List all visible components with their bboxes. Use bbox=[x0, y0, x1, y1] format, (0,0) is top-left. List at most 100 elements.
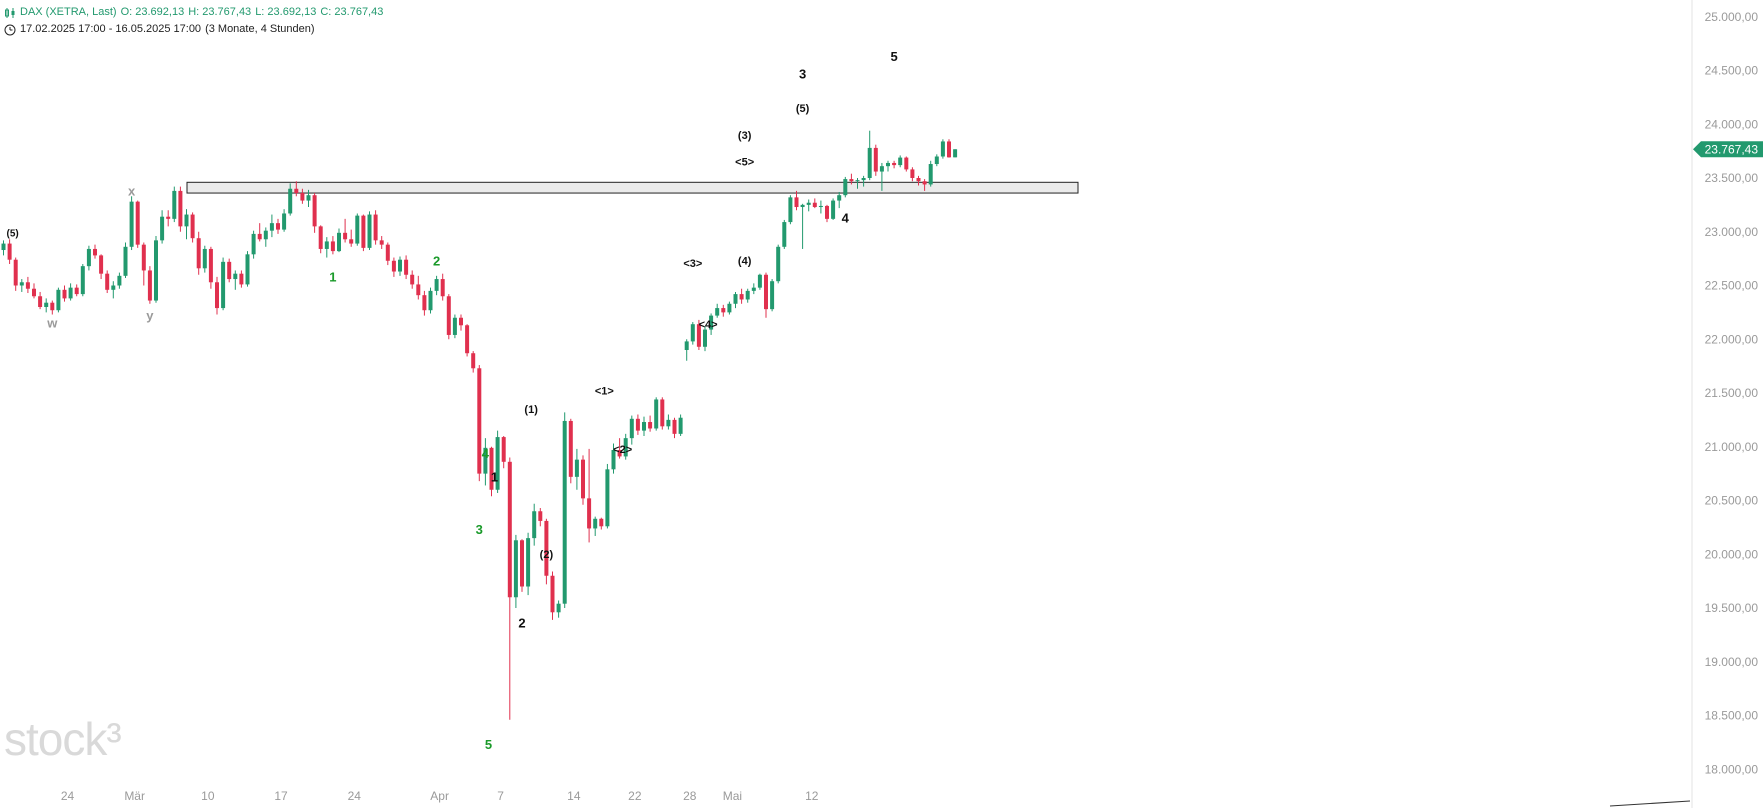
candle-body bbox=[837, 195, 842, 201]
candle-body bbox=[288, 188, 293, 214]
candle-body bbox=[800, 204, 805, 208]
candle bbox=[337, 228, 341, 253]
candle bbox=[1, 240, 6, 256]
candle bbox=[764, 272, 768, 318]
candle-body bbox=[263, 230, 268, 240]
time-tick-label: Mai bbox=[723, 789, 742, 803]
candle bbox=[117, 272, 122, 289]
candle-body bbox=[873, 147, 878, 172]
candle bbox=[574, 448, 579, 490]
candle-body bbox=[215, 282, 219, 309]
candle bbox=[892, 160, 897, 169]
price-tick-label: 24.500,00 bbox=[1705, 64, 1759, 78]
price-tick-label: 22.500,00 bbox=[1705, 279, 1759, 293]
candle-body bbox=[221, 261, 226, 309]
candle bbox=[269, 214, 274, 238]
candle-body bbox=[38, 296, 43, 307]
candle-body bbox=[745, 290, 750, 300]
candle bbox=[922, 179, 927, 191]
candle bbox=[934, 154, 939, 167]
candle-body bbox=[953, 149, 958, 158]
candle bbox=[343, 218, 348, 243]
candle bbox=[367, 211, 372, 251]
candle bbox=[831, 198, 836, 220]
candle bbox=[251, 230, 256, 259]
candle bbox=[355, 213, 360, 246]
candle-body bbox=[1, 243, 6, 251]
candle-body bbox=[459, 317, 463, 326]
candle-body bbox=[739, 294, 744, 300]
candle-body bbox=[306, 195, 311, 201]
candle-body bbox=[898, 157, 903, 166]
candle-body bbox=[879, 166, 884, 172]
close-value: C: 23.767,43 bbox=[320, 6, 384, 18]
wave-label: (1) bbox=[524, 404, 538, 416]
candle bbox=[721, 304, 726, 317]
candle-body bbox=[410, 274, 415, 285]
candle-body bbox=[599, 518, 604, 527]
candle-body bbox=[751, 287, 756, 291]
candle bbox=[227, 258, 232, 283]
candle bbox=[916, 175, 921, 186]
candle bbox=[544, 518, 549, 585]
candle-body bbox=[398, 259, 402, 272]
candle bbox=[111, 281, 116, 299]
candle-body bbox=[190, 214, 195, 239]
candle-body bbox=[93, 248, 97, 256]
candle-body bbox=[385, 244, 390, 261]
candle-body bbox=[276, 223, 280, 230]
candle bbox=[38, 291, 43, 310]
price-tick-label: 19.500,00 bbox=[1705, 601, 1759, 615]
axis-corner-line bbox=[1609, 800, 1691, 807]
candle bbox=[550, 571, 555, 620]
high-value: H: 23.767,43 bbox=[188, 6, 252, 18]
price-tick-label: 18.500,00 bbox=[1705, 709, 1759, 723]
candle-body bbox=[635, 418, 640, 431]
time-tick-label: 12 bbox=[805, 789, 819, 803]
candle bbox=[940, 139, 945, 159]
candle-body bbox=[623, 438, 628, 457]
candle-body bbox=[544, 520, 549, 576]
candle-body bbox=[477, 368, 482, 474]
price-tick-label: 22.000,00 bbox=[1705, 332, 1759, 346]
clock-icon bbox=[4, 24, 16, 35]
candle bbox=[770, 279, 775, 312]
candle-body bbox=[849, 179, 854, 182]
candle bbox=[556, 600, 561, 618]
candle-body bbox=[940, 141, 945, 157]
candle bbox=[129, 196, 134, 251]
candle bbox=[623, 433, 628, 460]
candle-body bbox=[605, 469, 610, 527]
candle bbox=[373, 210, 378, 245]
time-tick-label: 14 bbox=[567, 789, 581, 803]
candle bbox=[428, 287, 433, 314]
candle-body bbox=[68, 287, 73, 299]
candle bbox=[178, 186, 183, 232]
candle-body bbox=[947, 141, 951, 158]
candle-body bbox=[721, 308, 726, 313]
candle-body bbox=[440, 279, 445, 297]
candle-body bbox=[7, 243, 12, 260]
candle bbox=[446, 294, 451, 340]
candle-body bbox=[141, 244, 146, 271]
time-tick-label: 24 bbox=[348, 789, 362, 803]
candle bbox=[312, 193, 317, 233]
candle-body bbox=[812, 202, 817, 208]
candle bbox=[86, 245, 91, 271]
candle bbox=[105, 270, 110, 294]
candle bbox=[202, 245, 207, 273]
candle bbox=[501, 436, 506, 469]
candle bbox=[215, 276, 219, 315]
candle bbox=[635, 414, 640, 435]
candle bbox=[806, 199, 811, 212]
candle-body bbox=[208, 248, 213, 283]
price-tick-label: 21.500,00 bbox=[1705, 386, 1759, 400]
candle bbox=[404, 255, 409, 280]
candle bbox=[32, 283, 36, 299]
candle bbox=[68, 283, 73, 301]
candle bbox=[690, 322, 695, 345]
candle bbox=[800, 203, 805, 249]
candle-body bbox=[526, 538, 531, 587]
candle bbox=[611, 443, 616, 474]
